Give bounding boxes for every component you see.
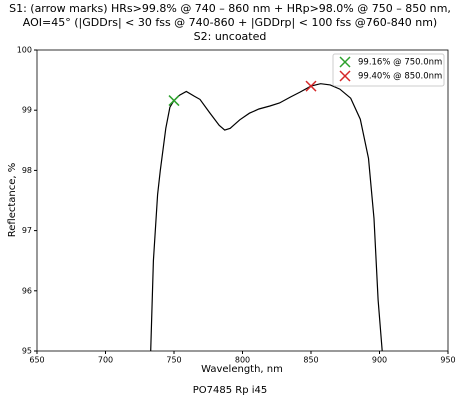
data-line xyxy=(150,83,383,352)
y-axis-label: Reflectance, % xyxy=(7,163,18,238)
title-line: S1: (arrow marks) HRs>99.8% @ 740 – 860 … xyxy=(9,2,451,15)
x-tick-label: 650 xyxy=(29,356,44,365)
y-tick-label: 100 xyxy=(17,46,32,55)
marker xyxy=(339,70,351,82)
legend-label: 99.40% @ 850.0nm xyxy=(358,72,442,82)
marker-stroke xyxy=(305,80,317,92)
x-tick-label: 900 xyxy=(372,356,387,365)
legend-box xyxy=(332,53,445,87)
x-tick-label: 750 xyxy=(166,356,181,365)
marker xyxy=(305,80,317,92)
marker-stroke xyxy=(339,70,351,82)
y-tick-label: 96 xyxy=(22,286,32,295)
x-tick-label: 800 xyxy=(235,356,250,365)
title-line: AOI=45° (|GDDrs| < 30 fss @ 740-860 + |G… xyxy=(23,16,437,29)
plot-frame xyxy=(36,49,449,352)
y-tick-label: 95 xyxy=(22,347,32,356)
footer: PO7485 Rp i45 xyxy=(193,385,268,396)
y-tick-label: 97 xyxy=(22,226,32,235)
marker xyxy=(168,95,180,107)
legend-label: 99.16% @ 750.0nm xyxy=(358,58,442,68)
marker-stroke xyxy=(168,95,180,107)
x-axis-label: Wavelength, nm xyxy=(201,364,283,375)
marker-stroke xyxy=(339,56,351,68)
y-tick-label: 98 xyxy=(22,166,32,175)
marker xyxy=(339,56,351,68)
y-tick-label: 99 xyxy=(22,106,32,115)
x-tick-label: 850 xyxy=(303,356,318,365)
x-tick-label: 700 xyxy=(98,356,113,365)
x-tick-label: 950 xyxy=(440,356,455,365)
title-line: S2: uncoated xyxy=(194,30,267,43)
